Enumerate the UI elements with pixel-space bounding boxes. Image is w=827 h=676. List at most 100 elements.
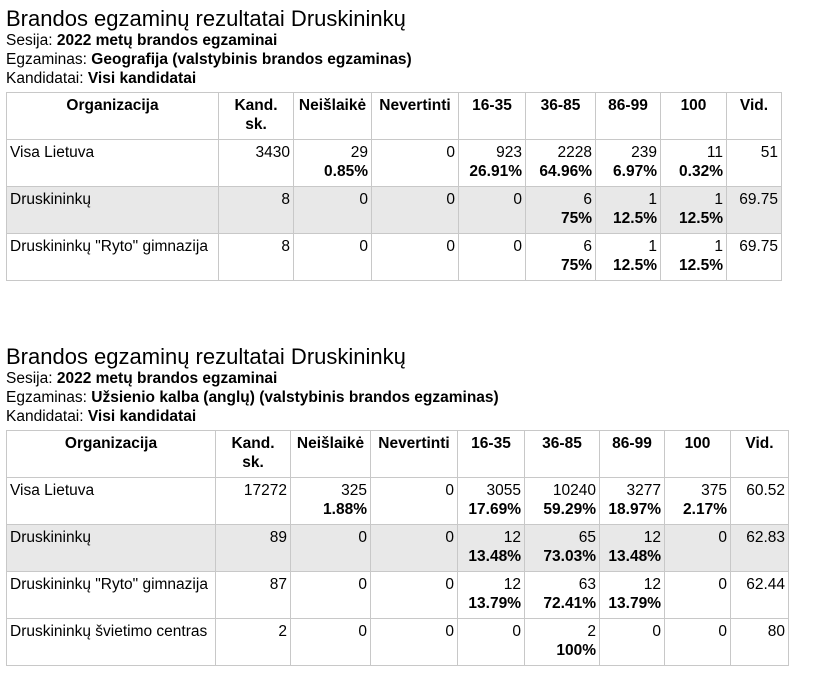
count-value: 0 [445,482,454,499]
count-value: 0 [358,576,367,593]
candidate-count-cell: 17272 [215,477,291,525]
results-section-anglu: Brandos egzaminų rezultatai Druskininkų S… [6,344,789,666]
percent-value: 13.48% [608,548,661,565]
percent-value: 0.85% [324,163,368,180]
count-value: 12 [503,529,521,546]
percent-value: 0.32% [679,163,723,180]
count-value: 0 [358,623,367,640]
table-row: Visa Lietuva 17272 325 1.88% 0 3055 17.69% 1024… [6,477,789,525]
count-value: 325 [341,482,367,499]
column-header: Vid. [730,430,789,478]
column-header: Nevertinti [370,430,458,478]
candidates-label: Kandidatai: [6,408,84,425]
count-value: 0 [359,191,368,208]
column-header: 100 [664,430,731,478]
candidates-value: Visi kandidatai [87,70,197,87]
result-cell: 65 73.03% [524,524,600,572]
result-cell: 6 75% [525,233,596,281]
table-row: Druskininkų 89 0 0 12 13.48% 65 73.03% 12 13.48% 0… [6,524,789,572]
percent-value: 100% [556,642,596,659]
result-cell: 1 12.5% [660,233,727,281]
count-value: 0 [512,623,521,640]
average-cell: 80 [730,618,789,666]
table-row: Druskininkų 8 0 0 0 6 75% 1 12.5% 1 12.5% 69.75 [6,186,782,234]
result-cell: 0 [290,524,371,572]
count-value: 12 [643,576,661,593]
count-value: 0 [652,623,661,640]
organization-cell: Visa Lietuva [6,139,219,187]
result-cell: 0 [370,477,458,525]
count-value: 0 [718,529,727,546]
column-header: 16-35 [458,92,526,140]
column-header: Vid. [726,92,782,140]
result-cell: 0 [371,139,459,187]
session-value: 2022 metų brandos egzaminai [56,32,278,49]
result-cell: 12 13.79% [457,571,525,619]
percent-value: 75% [560,257,592,274]
count-value: 12 [643,529,661,546]
organization-cell: Druskininkų švietimo centras [6,618,216,666]
result-cell: 0 [599,618,665,666]
exam-line: Egzaminas: Užsienio kalba (anglų) (valst… [6,388,789,407]
result-cell: 0 [457,618,525,666]
count-value: 0 [446,144,455,161]
count-value: 10240 [552,482,596,499]
percent-value: 13.79% [608,595,661,612]
count-value: 3055 [486,482,521,499]
result-cell: 12 13.48% [599,524,665,572]
percent-value: 59.29% [543,501,596,518]
count-value: 0 [358,529,367,546]
result-cell: 239 6.97% [595,139,661,187]
column-header: Organizacija [6,92,219,140]
count-value: 65 [578,529,596,546]
candidate-count-cell: 8 [218,186,294,234]
organization-cell: Druskininkų [6,186,219,234]
percent-value: 18.97% [608,501,661,518]
count-value: 0 [446,191,455,208]
percent-value: 2.17% [683,501,727,518]
result-cell: 0 [664,524,731,572]
average-cell: 69.75 [726,233,782,281]
result-cell: 0 [664,618,731,666]
result-cell: 2228 64.96% [525,139,596,187]
column-header: 16-35 [457,430,525,478]
average-cell: 62.44 [730,571,789,619]
exam-value: Geografija (valstybinis brandos egzamina… [91,51,412,68]
result-cell: 0 [293,233,372,281]
result-cell: 0 [664,571,731,619]
session-label: Sesija: [6,32,53,49]
column-header: 86-99 [595,92,661,140]
table-row: Druskininkų "Ryto" gimnazija 8 0 0 0 6 75% 1 12.… [6,233,782,281]
average-cell: 69.75 [726,186,782,234]
percent-value: 75% [560,210,592,227]
percent-value: 13.48% [468,548,521,565]
exam-value: Užsienio kalba (anglų) (valstybinis bran… [91,389,499,406]
exam-line: Egzaminas: Geografija (valstybinis brand… [6,50,782,69]
percent-value: 12.5% [613,257,657,274]
result-cell: 375 2.17% [664,477,731,525]
column-header: Neišlaikė [293,92,372,140]
result-cell: 0 [370,618,458,666]
result-cell: 11 0.32% [660,139,727,187]
organization-cell: Druskininkų [6,524,216,572]
result-cell: 10240 59.29% [524,477,600,525]
exam-label: Egzaminas: [6,389,87,406]
percent-value: 13.79% [468,595,521,612]
percent-value: 73.03% [543,548,596,565]
result-cell: 0 [371,233,459,281]
count-value: 2 [587,623,596,640]
average-cell: 60.52 [730,477,789,525]
percent-value: 26.91% [469,163,522,180]
candidates-line: Kandidatai: Visi kandidatai [6,69,782,88]
count-value: 0 [718,576,727,593]
result-cell: 3277 18.97% [599,477,665,525]
result-cell: 325 1.88% [290,477,371,525]
result-cell: 12 13.48% [457,524,525,572]
result-cell: 0 [290,618,371,666]
result-cell: 0 [371,186,459,234]
count-value: 0 [445,623,454,640]
count-value: 29 [350,144,368,161]
column-header: Kand. sk. [218,92,294,140]
header-row: Organizacija Kand. sk. Neišlaikė Nevertinti… [6,430,789,478]
column-header: 36-85 [525,92,596,140]
